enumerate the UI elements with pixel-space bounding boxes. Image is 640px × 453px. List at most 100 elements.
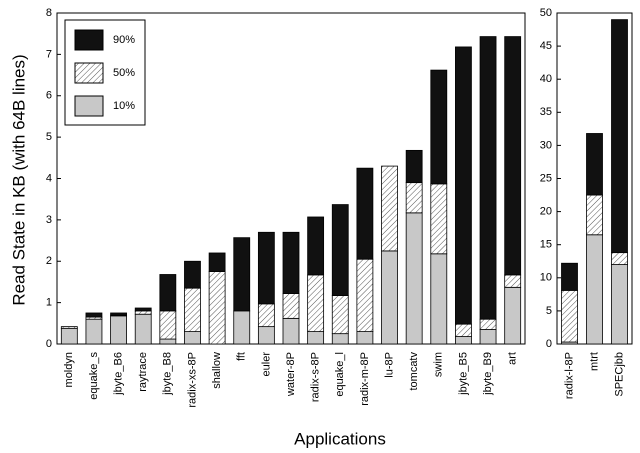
bar-segment xyxy=(405,182,423,214)
x-tick-label: SPECjbb xyxy=(613,352,625,397)
x-tick-label: jbyte_B9 xyxy=(482,352,494,396)
y-tick-label: 5 xyxy=(46,131,52,143)
bar-segment xyxy=(184,287,201,332)
bar-segment xyxy=(159,310,177,340)
bar-segment xyxy=(586,234,603,345)
legend-label: 50% xyxy=(113,67,135,79)
bar-segment xyxy=(307,274,325,332)
bar-segment xyxy=(134,307,152,312)
legend-swatch xyxy=(74,62,104,84)
bar-segment xyxy=(611,19,628,254)
x-axis-title: Applications xyxy=(294,429,386,448)
bar-segment xyxy=(504,274,522,288)
y-tick-label: 7 xyxy=(46,48,52,60)
x-tick-label: radix-s-8P xyxy=(310,352,322,402)
bar-segment xyxy=(85,312,103,318)
bar-segment xyxy=(479,329,497,345)
y-axis-title: Read State in KB (with 64B lines) xyxy=(9,54,28,305)
x-tick-label: euler xyxy=(260,352,272,377)
x-tick-label: jbyte_B6 xyxy=(112,352,124,396)
bar-segment xyxy=(611,264,628,345)
x-tick-label: radix-m-8P xyxy=(359,352,371,406)
bar-segment xyxy=(504,36,522,276)
bar-segment xyxy=(282,231,300,294)
bar-segment xyxy=(159,274,177,312)
bar-segment xyxy=(208,271,226,345)
bar-segment xyxy=(257,326,275,345)
bar-segment xyxy=(134,313,152,345)
bar-segment xyxy=(405,149,423,184)
bar-segment xyxy=(257,303,275,328)
bar-segment xyxy=(233,237,251,312)
bar-segment xyxy=(430,183,448,255)
y-tick-label: 3 xyxy=(46,214,52,226)
bar-segment xyxy=(455,46,472,325)
bar-segment xyxy=(504,286,522,345)
y-tick-label: 4 xyxy=(46,172,52,184)
bar-segment xyxy=(110,315,127,345)
bar-segment xyxy=(381,165,398,252)
bar-segment xyxy=(331,204,349,296)
bar-segment xyxy=(479,36,497,320)
bar-segment xyxy=(282,317,300,345)
y-tick-label: 8 xyxy=(46,7,52,19)
bar-segment xyxy=(430,69,448,185)
bar-segment xyxy=(233,310,251,345)
bar-segment xyxy=(282,293,300,319)
bar-segment xyxy=(60,327,78,345)
x-tick-label: shallow xyxy=(211,352,223,389)
y-tick-label: 6 xyxy=(46,90,52,102)
bar-segment xyxy=(561,262,578,291)
bar-segment xyxy=(356,167,374,260)
legend-label: 90% xyxy=(113,34,135,46)
x-tick-label: equake_s xyxy=(88,352,100,400)
bar-segment xyxy=(307,216,325,276)
y-tick-label: 0 xyxy=(546,338,552,350)
bar-segment xyxy=(611,252,628,265)
x-tick-label: moldyn xyxy=(63,352,75,387)
bar-segment xyxy=(455,336,472,345)
y-tick-label: 1 xyxy=(46,297,52,309)
bar-segment xyxy=(405,212,423,345)
bar-segment xyxy=(257,231,275,305)
legend-label: 10% xyxy=(113,100,135,112)
x-tick-label: art xyxy=(507,352,519,365)
legend-swatch xyxy=(74,95,104,117)
bar-segment xyxy=(184,260,201,289)
bar-segment xyxy=(561,289,578,343)
bar-segment xyxy=(381,250,398,345)
y-tick-label: 50 xyxy=(540,7,552,19)
x-tick-label: radix-xs-8P xyxy=(186,352,198,408)
bar-segment xyxy=(307,331,325,345)
y-tick-label: 5 xyxy=(546,305,552,317)
y-tick-label: 2 xyxy=(46,255,52,267)
x-tick-label: lu-8P xyxy=(383,352,395,378)
x-tick-label: equake_l xyxy=(334,352,346,397)
x-tick-label: swim xyxy=(433,352,445,377)
bar-segment xyxy=(479,318,497,330)
bar-segment xyxy=(356,258,374,332)
bar-segment xyxy=(110,312,127,316)
bar-segment xyxy=(184,331,201,345)
y-tick-label: 30 xyxy=(540,139,552,151)
bar-segment xyxy=(60,326,78,329)
bar-segment xyxy=(134,310,152,315)
bar-segment xyxy=(586,133,603,196)
x-tick-label: raytrace xyxy=(137,352,149,392)
bar-segment xyxy=(356,331,374,345)
y-tick-label: 0 xyxy=(46,338,52,350)
bar-segment xyxy=(208,252,226,272)
x-tick-label: mtrt xyxy=(588,352,600,371)
y-tick-label: 40 xyxy=(540,73,552,85)
y-tick-label: 45 xyxy=(540,40,552,52)
x-tick-label: fft xyxy=(236,352,248,361)
bar-segment xyxy=(331,333,349,345)
bar-segment xyxy=(159,338,177,345)
bar-segment xyxy=(455,323,472,337)
bar-segment xyxy=(430,253,448,345)
bar-segment xyxy=(85,318,103,345)
x-tick-label: water-8P xyxy=(285,352,297,397)
y-tick-label: 20 xyxy=(540,206,552,218)
x-tick-label: tomcatv xyxy=(408,352,420,391)
